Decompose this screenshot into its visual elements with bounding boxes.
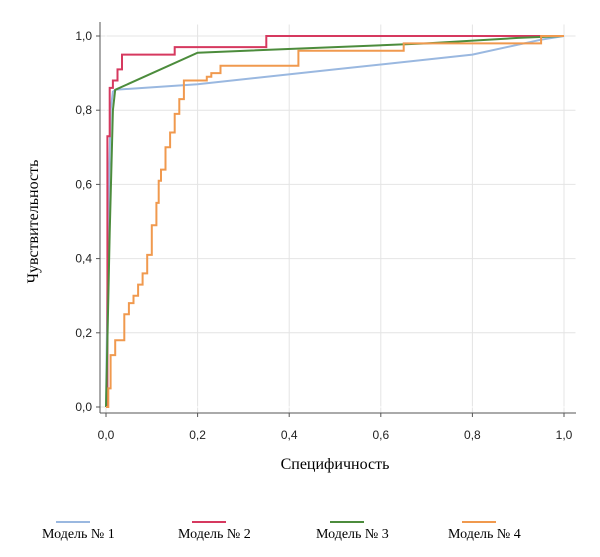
legend-label: Модель № 2 — [178, 527, 251, 542]
legend-label: Модель № 1 — [42, 527, 115, 542]
y-tick-label: 0,8 — [75, 103, 92, 117]
x-axis-label: Специфичность — [281, 456, 390, 473]
y-axis-label: Чувствительность — [25, 160, 42, 284]
legend-swatch — [462, 521, 496, 523]
plot-frame — [105, 23, 577, 408]
x-tick-label: 0,0 — [98, 428, 115, 442]
x-tick-label: 0,4 — [281, 428, 298, 442]
series-line-model-3 — [105, 35, 565, 408]
legend-label: Модель № 4 — [448, 527, 521, 542]
legend: Модель № 1 Модель № 2 Модель № 3 Модель № 4 — [0, 518, 600, 548]
series-lines — [105, 35, 565, 408]
y-tick-label: 0,0 — [75, 400, 92, 414]
legend-label: Модель № 3 — [316, 527, 389, 542]
grid — [100, 24, 576, 413]
series-line-model-4 — [106, 35, 564, 408]
x-tick-label: 0,2 — [189, 428, 206, 442]
series-line-model-2 — [106, 35, 564, 408]
series-line-model-1 — [105, 35, 565, 408]
legend-swatch — [192, 521, 226, 523]
y-tick-label: 0,4 — [75, 252, 92, 266]
axes — [96, 22, 577, 417]
x-tick-label: 0,6 — [372, 428, 389, 442]
legend-swatch — [56, 521, 90, 523]
legend-swatch — [330, 521, 364, 523]
y-tick-label: 1,0 — [75, 29, 92, 43]
tick-labels: 0,0 0,2 0,4 0,6 0,8 1,0 0,0 0,2 0,4 0,6 0,8 1,0 — [75, 29, 572, 442]
y-tick-label: 0,6 — [75, 177, 92, 191]
x-tick-label: 0,8 — [464, 428, 481, 442]
x-tick-label: 1,0 — [556, 428, 573, 442]
chart-svg: 0,0 0,2 0,4 0,6 0,8 1,0 0,0 0,2 0,4 0,6 0,8 1,0 Спе… — [25, 22, 577, 473]
y-tick-label: 0,2 — [75, 326, 92, 340]
